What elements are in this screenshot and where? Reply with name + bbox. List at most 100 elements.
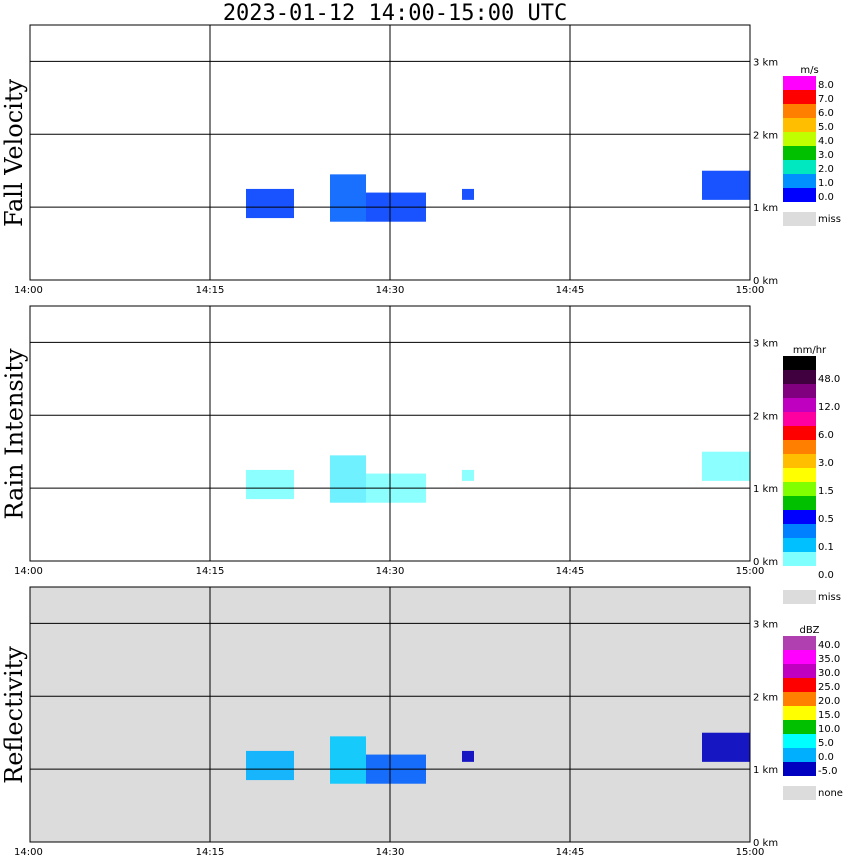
panel1-border <box>29 305 751 562</box>
panel0-border <box>29 24 751 281</box>
panel2-colorbar-label-4: 20.0 <box>818 696 840 707</box>
panel2-ytick-0: 0 km <box>753 838 778 849</box>
panel0-xtick-4: 15:00 <box>736 285 765 296</box>
panel2-xtick-4: 15:00 <box>736 847 765 858</box>
panel0-xtick-3: 14:45 <box>556 285 585 296</box>
panel2-colorbar-box-4 <box>783 692 816 706</box>
panel2-colorbar-box-1 <box>783 650 816 664</box>
panel1-colorbar-missing-box <box>783 590 816 604</box>
panel0-colorbar-missing-box <box>783 212 816 226</box>
panel0-colorbar-box-3 <box>783 118 816 132</box>
panel2-colorbar-label-7: 5.0 <box>818 738 834 749</box>
panel0-xtick-2: 14:30 <box>376 285 405 296</box>
panel2-ytick-2: 2 km <box>753 692 778 703</box>
panel2-xtick-2: 14:30 <box>376 847 405 858</box>
panel0-xtick-1: 14:15 <box>196 285 225 296</box>
panel1-colorbar-box-5 <box>783 426 816 440</box>
panel0-colorbar-box-2 <box>783 104 816 118</box>
panel2-ytick-1: 1 km <box>753 765 778 776</box>
panel2-echo-3 <box>462 750 474 762</box>
panel1-echo-3 <box>462 469 474 481</box>
panel0-colorbar-label-6: 2.0 <box>818 164 834 175</box>
panel2-colorbar-missing-label: none <box>818 788 843 799</box>
panel1-echo-0 <box>246 469 294 500</box>
panel0-colorbar-box-8 <box>783 188 816 202</box>
panel2-xtick-0: 14:00 <box>14 847 43 858</box>
panel1-colorbar-label-4: 1.5 <box>818 486 834 497</box>
panel0-colorbar-label-0: 8.0 <box>818 80 834 91</box>
panel2-echo-0 <box>246 750 294 781</box>
panel0-echo-1 <box>330 174 366 222</box>
panel1-colorbar-label-1: 12.0 <box>818 402 840 413</box>
panel1-colorbar-label-5: 0.5 <box>818 514 834 525</box>
panel2-colorbar-label-5: 15.0 <box>818 710 840 721</box>
panel2-xtick-1: 14:15 <box>196 847 225 858</box>
panel1-colorbar-box-7 <box>783 454 816 468</box>
panel0-colorbar-missing-label: miss <box>818 214 841 225</box>
panel0-colorbar-box-0 <box>783 76 816 90</box>
panel2-colorbar-label-8: 0.0 <box>818 752 834 763</box>
panel2-colorbar-box-9 <box>783 762 816 776</box>
panel0-colorbar-box-1 <box>783 90 816 104</box>
panel1-colorbar-box-3 <box>783 398 816 412</box>
panel1-xtick-3: 14:45 <box>556 566 585 577</box>
panel1-ytick-2: 2 km <box>753 411 778 422</box>
panel0-ytick-2: 2 km <box>753 130 778 141</box>
panel1-xtick-0: 14:00 <box>14 566 43 577</box>
panel1-ytick-0: 0 km <box>753 557 778 568</box>
panel0-colorbar-label-8: 0.0 <box>818 192 834 203</box>
panel0-xtick-0: 14:00 <box>14 285 43 296</box>
panel2-colorbar-box-6 <box>783 720 816 734</box>
panel2-ytick-3: 3 km <box>753 619 778 630</box>
panel1-colorbar-label-6: 0.1 <box>818 542 834 553</box>
panel0-echo-0 <box>246 188 294 219</box>
panel1-colorbar-missing-label: miss <box>818 592 841 603</box>
panel1-colorbar-box-14 <box>783 552 816 566</box>
panel0-colorbar-unit: m/s <box>800 65 818 76</box>
panel1-colorbar-box-12 <box>783 524 816 538</box>
panel1-colorbar-unit: mm/hr <box>793 345 827 356</box>
panel1-colorbar-box-2 <box>783 384 816 398</box>
panel1-colorbar-box-13 <box>783 538 816 552</box>
panel0-colorbar-label-2: 6.0 <box>818 108 834 119</box>
panel1-xtick-2: 14:30 <box>376 566 405 577</box>
panel1-colorbar-box-6 <box>783 440 816 454</box>
panel2-colorbar-label-6: 10.0 <box>818 724 840 735</box>
panel0-echo-4 <box>702 170 750 200</box>
panel1-echo-4 <box>702 451 750 481</box>
panel1-colorbar-box-8 <box>783 468 816 482</box>
panel2-border <box>29 586 751 843</box>
panel1-colorbar-box-1 <box>783 370 816 384</box>
panel2-colorbar-box-5 <box>783 706 816 720</box>
panel2-echo-4 <box>702 732 750 762</box>
panel0-ytick-1: 1 km <box>753 203 778 214</box>
panel0-echo-3 <box>462 188 474 200</box>
panel2-echo-1 <box>330 736 366 784</box>
panel1-colorbar-box-4 <box>783 412 816 426</box>
panel1-colorbar-box-15 <box>783 566 816 580</box>
panel0-ytick-0: 0 km <box>753 276 778 287</box>
panel1-xtick-4: 15:00 <box>736 566 765 577</box>
panel1-xtick-1: 14:15 <box>196 566 225 577</box>
panel2-colorbar-unit: dBZ <box>799 625 819 636</box>
panel2-colorbar-label-3: 25.0 <box>818 682 840 693</box>
panel1-colorbar-box-10 <box>783 496 816 510</box>
panel2-colorbar-label-0: 40.0 <box>818 640 840 651</box>
panel0-colorbar-box-5 <box>783 146 816 160</box>
chart-title: 2023-01-12 14:00-15:00 UTC <box>222 1 568 26</box>
panel1-colorbar-label-3: 3.0 <box>818 458 834 469</box>
panel1-colorbar-label-2: 6.0 <box>818 430 834 441</box>
panel1-colorbar-box-11 <box>783 510 816 524</box>
panel0-colorbar-label-5: 3.0 <box>818 150 834 161</box>
panel2-colorbar-box-7 <box>783 734 816 748</box>
panel0-colorbar-label-4: 4.0 <box>818 136 834 147</box>
panel1-colorbar-label-0: 48.0 <box>818 374 840 385</box>
panel0-colorbar-label-1: 7.0 <box>818 94 834 105</box>
panel0-colorbar-box-6 <box>783 160 816 174</box>
panel1-echo-1 <box>330 455 366 503</box>
panel2-colorbar-box-0 <box>783 636 816 650</box>
panel0-colorbar-box-4 <box>783 132 816 146</box>
panel2-colorbar-label-1: 35.0 <box>818 654 840 665</box>
panel0-ytick-3: 3 km <box>753 57 778 68</box>
